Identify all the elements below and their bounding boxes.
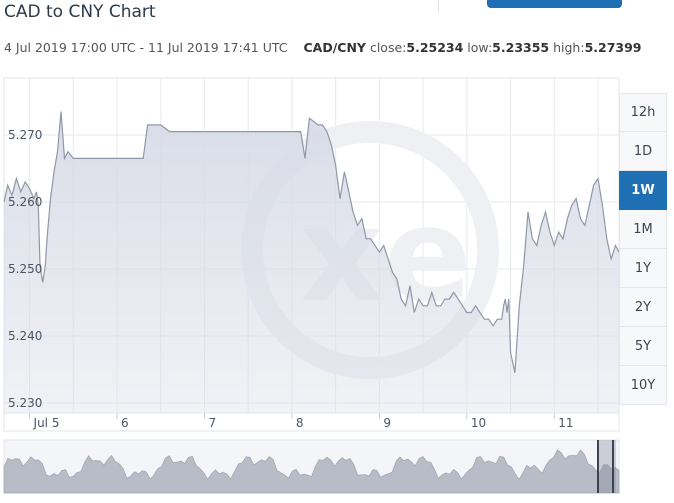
y-tick-label: 5.250 [8,262,42,276]
header-divider [438,0,439,12]
range-button-1y[interactable]: 1Y [619,249,667,288]
low-value: 5.23355 [492,40,550,55]
close-value: 5.25234 [406,40,464,55]
x-axis: Jul 5 6 7 8 9 10 11 [3,412,620,432]
series-area [4,111,619,413]
x-tick-label: Jul 5 [33,416,60,430]
range-button-1w[interactable]: 1W [619,171,667,210]
header-action-button[interactable] [487,0,622,8]
navigator[interactable] [3,439,620,494]
x-tick-label: 10 [471,416,486,430]
range-button-2y[interactable]: 2Y [619,288,667,327]
low-label: low: [467,40,493,55]
currency-pair: CAD/CNY [303,40,366,55]
range-button-1d[interactable]: 1D [619,132,667,171]
x-tick-label: 8 [296,416,304,430]
date-range: 4 Jul 2019 17:00 UTC - 11 Jul 2019 17:41… [4,40,288,55]
range-button-1m[interactable]: 1M [619,210,667,249]
series-line [3,111,620,373]
range-selector: 12h 1D 1W 1M 1Y 2Y 5Y 10Y [619,93,667,405]
y-tick-label: 5.270 [8,128,42,142]
navigator-window[interactable] [598,440,616,493]
y-tick-label: 5.240 [8,329,42,343]
series [3,111,620,413]
high-label: high: [553,40,585,55]
page-title: CAD to CNY Chart [4,2,156,22]
navigator-series [3,449,620,494]
x-tick-label: 9 [383,416,391,430]
y-axis: 5.230 5.240 5.250 5.260 5.270 [8,128,42,410]
x-tick-label: 7 [208,416,216,430]
y-tick-label: 5.230 [8,396,42,410]
y-tick-label: 5.260 [8,195,42,209]
x-tick-label: 11 [558,416,573,430]
x-tick-label: 6 [121,416,129,430]
range-button-5y[interactable]: 5Y [619,327,667,366]
range-button-12h[interactable]: 12h [619,93,667,132]
chart-summary: 4 Jul 2019 17:00 UTC - 11 Jul 2019 17:41… [4,40,642,55]
high-value: 5.27399 [584,40,642,55]
range-button-10y[interactable]: 10Y [619,366,667,405]
close-label: close: [369,40,407,55]
x-axis-band [3,412,620,432]
